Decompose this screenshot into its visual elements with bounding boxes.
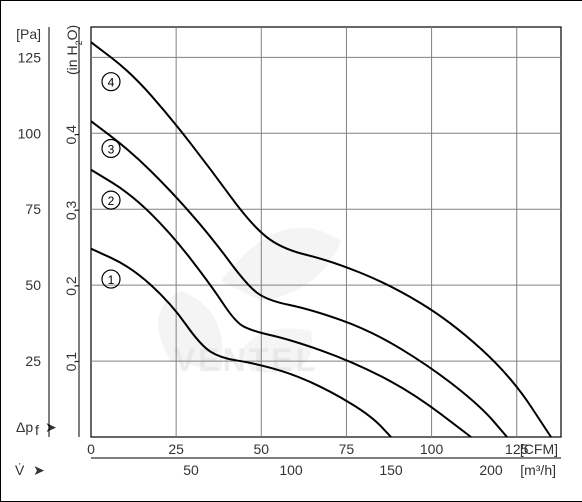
x-axis-symbol: V̇	[15, 462, 25, 478]
curve-label-text-3: 3	[108, 142, 115, 156]
y-axis-symbol-sub: f	[35, 422, 39, 438]
y-axis-arrow: ➤	[45, 419, 57, 435]
x-m3h-tick: 200	[479, 462, 503, 478]
curve-label-text-2: 2	[108, 194, 115, 208]
plot-border	[91, 27, 561, 437]
x-m3h-tick: 100	[279, 462, 303, 478]
y-pa-tick: 75	[25, 201, 41, 217]
inh2o-tick-label: 0,3	[63, 200, 79, 220]
curve-label-text-4: 4	[108, 76, 115, 90]
x-cfm-tick: 75	[339, 441, 355, 457]
y-pa-unit: [Pa]	[16, 26, 41, 42]
y-inh2o-unit: (in H2O)	[64, 25, 84, 75]
x-cfm-tick: 0	[87, 441, 95, 457]
x-m3h-tick: 50	[183, 462, 199, 478]
y-axis-symbol: Δp	[16, 419, 33, 435]
y-pa-tick: 125	[18, 49, 42, 65]
inh2o-tick-label: 0,2	[63, 276, 79, 296]
fan-performance-chart: VENTEL 1 2 3 4 25 50 75 100 125 [Pa] Δpf ➤ (in H2O) 0,…	[0, 0, 582, 502]
inh2o-tick-label: 0,4	[63, 125, 79, 145]
x-cfm-tick: 25	[168, 441, 184, 457]
x-cfm-unit: [CFM]	[520, 441, 558, 457]
x-cfm-tick: 50	[254, 441, 270, 457]
x-cfm-tick: 100	[420, 441, 444, 457]
y-pa-tick: 100	[18, 125, 42, 141]
svg-text:VENTEL: VENTEL	[174, 342, 318, 378]
x-m3h-unit: [m³/h]	[520, 462, 556, 478]
curve-label-text-1: 1	[108, 273, 115, 287]
watermark: VENTEL	[158, 228, 341, 378]
y-pa-tick: 50	[25, 277, 41, 293]
inh2o-tick-label: 0,1	[63, 352, 79, 372]
chart-svg: VENTEL 1 2 3 4 25 50 75 100 125 [Pa] Δpf ➤ (in H2O) 0,…	[1, 1, 582, 501]
y-pa-tick: 25	[25, 353, 41, 369]
x-axis-arrow: ➤	[33, 462, 45, 478]
x-m3h-tick: 150	[379, 462, 403, 478]
